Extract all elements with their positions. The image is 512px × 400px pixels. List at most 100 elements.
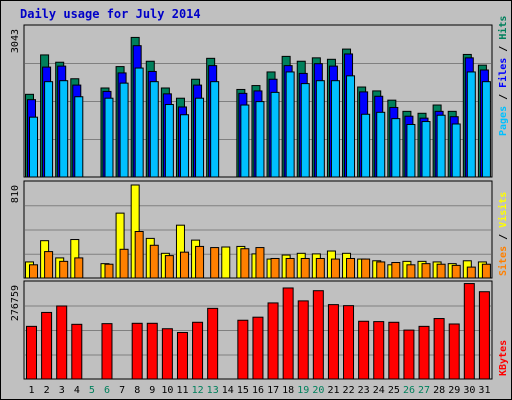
bar-kbytes-day-24 bbox=[373, 321, 385, 380]
bar-sites-day-31 bbox=[481, 263, 491, 279]
bar-sites-day-25 bbox=[391, 262, 401, 279]
bar-pages-day-25 bbox=[391, 118, 401, 178]
x-tick-label-day-16: 16 bbox=[252, 385, 264, 396]
bar-kbytes-day-27 bbox=[418, 325, 430, 380]
x-tick-label-day-22: 22 bbox=[343, 385, 355, 396]
bar-kbytes-day-23 bbox=[358, 320, 370, 380]
bar-sites-day-11 bbox=[179, 251, 189, 279]
x-tick-label-day-15: 15 bbox=[237, 385, 249, 396]
bar-sites-day-9 bbox=[149, 244, 159, 279]
bar-pages-day-2 bbox=[44, 81, 54, 178]
x-tick-label-day-10: 10 bbox=[161, 385, 173, 396]
bar-sites-day-15 bbox=[240, 248, 250, 279]
bar-kbytes-day-22 bbox=[343, 305, 355, 380]
x-tick-label-day-21: 21 bbox=[327, 385, 339, 396]
bar-sites-day-20 bbox=[315, 257, 325, 279]
bar-kbytes-day-8 bbox=[131, 322, 143, 380]
x-tick-label-day-31: 31 bbox=[478, 385, 490, 396]
bar-kbytes-day-30 bbox=[463, 283, 475, 380]
bar-pages-day-9 bbox=[149, 81, 159, 178]
bar-sites-day-23 bbox=[361, 258, 371, 279]
bar-kbytes-day-29 bbox=[448, 323, 460, 380]
x-tick-label-day-12: 12 bbox=[192, 385, 204, 396]
bar-pages-day-18 bbox=[285, 71, 295, 178]
bar-kbytes-day-10 bbox=[161, 328, 173, 380]
bar-pages-day-8 bbox=[134, 67, 144, 178]
bar-pages-day-22 bbox=[346, 75, 356, 178]
bar-sites-day-6 bbox=[104, 263, 114, 279]
x-tick-label-day-5: 5 bbox=[89, 385, 95, 396]
bar-kbytes-day-25 bbox=[388, 321, 400, 380]
bar-sites-day-2 bbox=[44, 251, 54, 279]
bar-pages-day-7 bbox=[119, 82, 129, 178]
bar-kbytes-day-6 bbox=[101, 323, 113, 380]
bar-pages-day-26 bbox=[406, 123, 416, 178]
x-tick-label-day-11: 11 bbox=[176, 385, 188, 396]
x-tick-label-day-27: 27 bbox=[418, 385, 430, 396]
bar-sites-day-22 bbox=[346, 257, 356, 279]
x-tick-label-day-29: 29 bbox=[448, 385, 460, 396]
bar-sites-day-18 bbox=[285, 257, 295, 279]
bar-kbytes-day-17 bbox=[267, 302, 279, 380]
x-tick-label-day-2: 2 bbox=[44, 385, 50, 396]
bar-pages-day-12 bbox=[195, 97, 205, 178]
bar-pages-day-19 bbox=[300, 83, 310, 178]
bar-sites-day-27 bbox=[421, 263, 431, 279]
bar-sites-day-10 bbox=[164, 255, 174, 279]
bar-sites-day-13 bbox=[210, 247, 220, 279]
y-max-label-3: 276759 bbox=[10, 285, 21, 321]
bar-pages-day-15 bbox=[240, 104, 250, 178]
bar-pages-day-4 bbox=[74, 96, 84, 178]
y-max-label-2: 810 bbox=[10, 185, 21, 203]
bar-sites-day-24 bbox=[376, 261, 386, 279]
bar-pages-day-28 bbox=[436, 114, 446, 178]
bar-pages-day-27 bbox=[421, 121, 431, 178]
bar-pages-day-17 bbox=[270, 91, 280, 178]
x-tick-label-day-20: 20 bbox=[312, 385, 324, 396]
bar-sites-day-30 bbox=[466, 266, 476, 279]
legend-top: Pages / Files / Hits bbox=[497, 16, 509, 136]
y-max-label-1: 3043 bbox=[10, 29, 21, 53]
bar-kbytes-day-26 bbox=[403, 329, 415, 380]
legend-middle: Sites / Visits bbox=[497, 192, 509, 276]
bar-kbytes-day-9 bbox=[146, 322, 158, 380]
bar-sites-day-17 bbox=[270, 257, 280, 279]
legend-bottom: KBytes bbox=[498, 340, 509, 376]
bar-sites-day-16 bbox=[255, 247, 265, 279]
bar-pages-day-3 bbox=[59, 80, 69, 178]
bar-pages-day-16 bbox=[255, 101, 265, 178]
x-tick-label-day-30: 30 bbox=[463, 385, 475, 396]
bar-kbytes-day-18 bbox=[282, 287, 294, 380]
bar-sites-day-7 bbox=[119, 248, 129, 279]
bar-kbytes-day-31 bbox=[478, 291, 490, 380]
bar-pages-day-30 bbox=[466, 71, 476, 178]
bar-kbytes-day-19 bbox=[297, 300, 309, 380]
bar-sites-day-4 bbox=[74, 257, 84, 279]
x-tick-label-day-23: 23 bbox=[358, 385, 370, 396]
bar-pages-day-10 bbox=[164, 104, 174, 178]
bar-sites-day-19 bbox=[300, 257, 310, 279]
x-tick-label-day-14: 14 bbox=[222, 385, 234, 396]
bar-kbytes-day-12 bbox=[192, 321, 204, 380]
bar-pages-day-29 bbox=[451, 123, 461, 178]
bar-kbytes-day-28 bbox=[433, 318, 445, 380]
bar-kbytes-day-16 bbox=[252, 316, 264, 380]
bar-pages-day-1 bbox=[29, 116, 38, 178]
bar-pages-day-24 bbox=[376, 111, 386, 178]
bar-kbytes-day-15 bbox=[237, 319, 249, 380]
x-tick-label-day-25: 25 bbox=[388, 385, 400, 396]
x-tick-label-day-1: 1 bbox=[29, 385, 35, 396]
bar-kbytes-day-20 bbox=[312, 290, 324, 380]
bar-sites-day-8 bbox=[134, 231, 144, 279]
x-tick-label-day-13: 13 bbox=[207, 385, 219, 396]
bar-pages-day-13 bbox=[210, 81, 220, 178]
bar-pages-day-21 bbox=[330, 80, 340, 178]
bar-pages-day-20 bbox=[315, 80, 325, 178]
bar-kbytes-day-2 bbox=[41, 311, 53, 380]
bar-kbytes-day-3 bbox=[56, 305, 68, 380]
bar-kbytes-day-4 bbox=[71, 323, 83, 380]
x-tick-label-day-17: 17 bbox=[267, 385, 279, 396]
bar-sites-day-21 bbox=[330, 258, 340, 279]
x-tick-label-day-19: 19 bbox=[297, 385, 309, 396]
